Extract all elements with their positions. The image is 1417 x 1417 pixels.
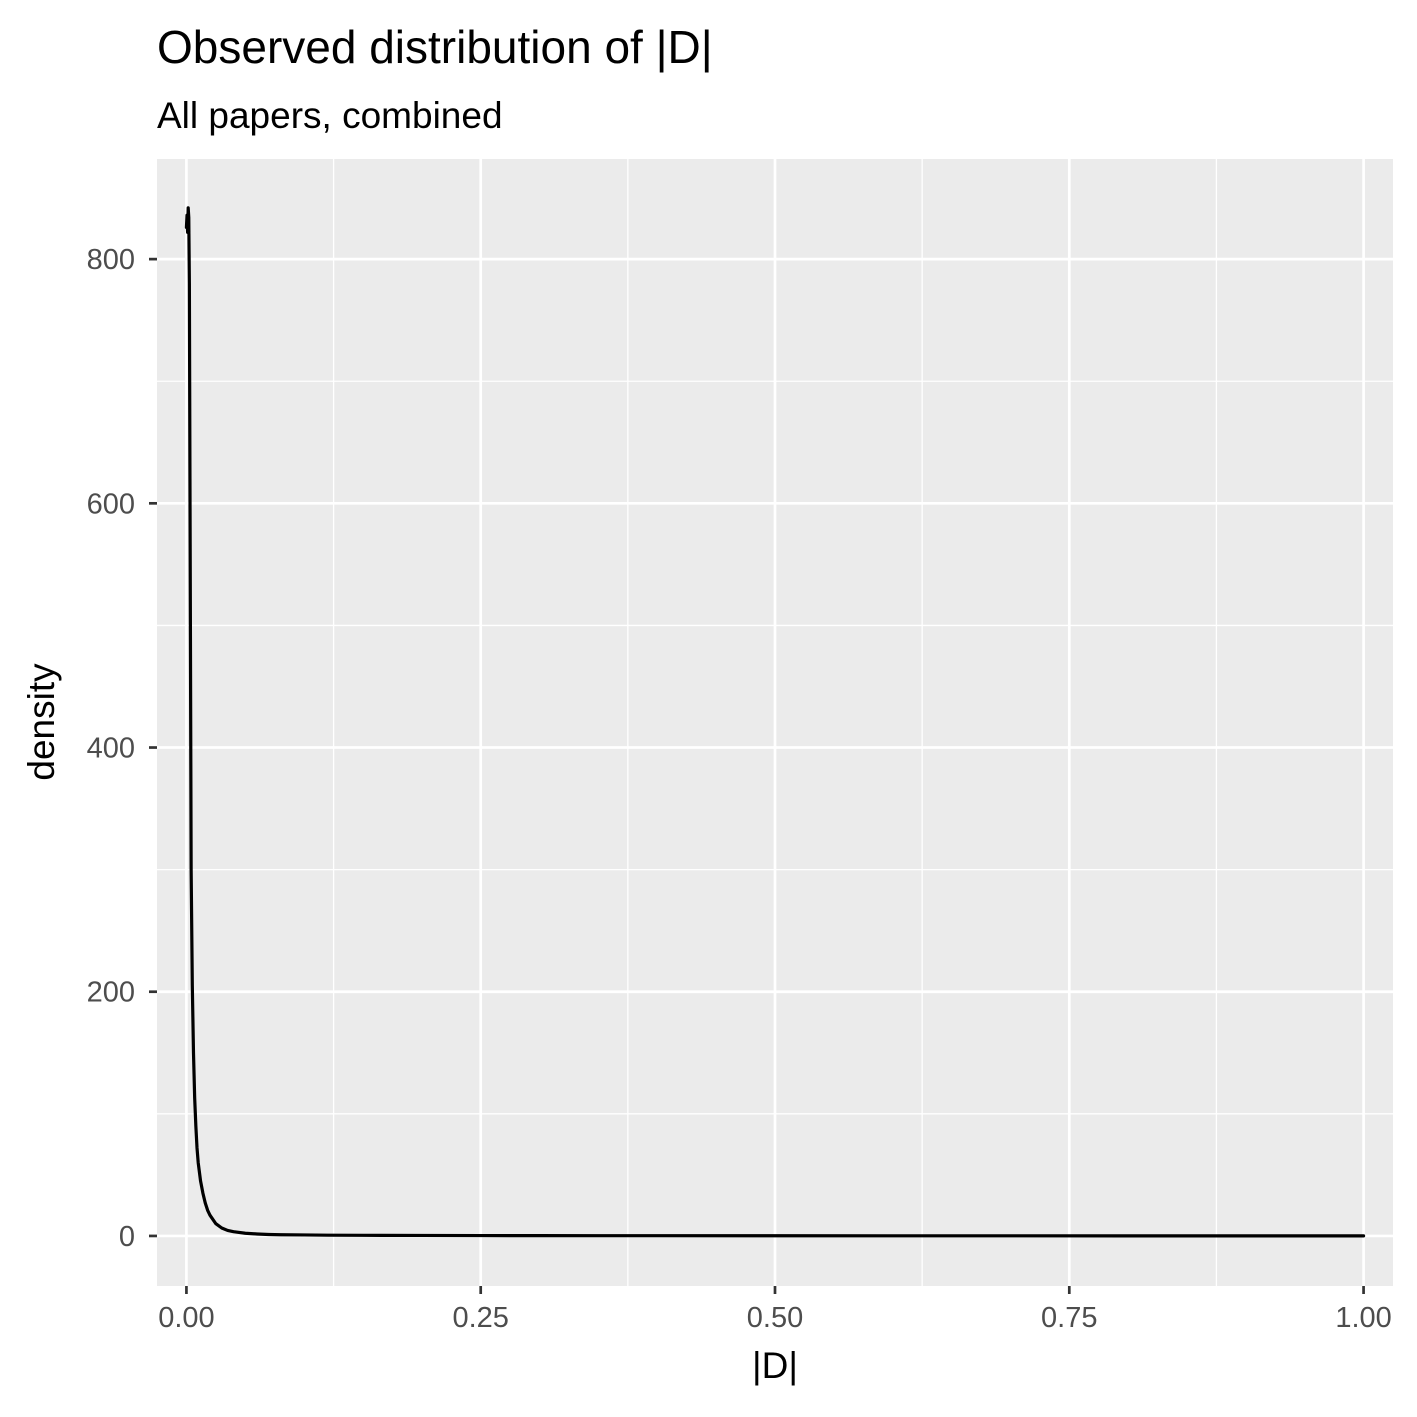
x-tick-label: 1.00 [1335,1302,1391,1334]
y-tick-label: 200 [87,977,135,1009]
chart-subtitle: All papers, combined [157,95,503,136]
x-axis: 0.00 0.25 0.50 0.75 1.00 [158,1286,1392,1334]
y-axis: 0 200 400 600 800 [87,244,157,1253]
x-tick-label: 0.25 [452,1302,508,1334]
density-line-0 [184,206,1366,1238]
y-tick-label: 0 [119,1221,135,1253]
series-lines [184,206,1366,1238]
y-axis-title: density [21,663,62,781]
x-tick-label: 0.50 [747,1302,803,1334]
x-tick-label: 0.75 [1041,1302,1097,1334]
chart-title: Observed distribution of |D| [157,21,713,73]
y-tick-label: 600 [87,488,135,520]
y-tick-label: 800 [87,244,135,276]
x-axis-title: |D| [752,1345,798,1386]
y-tick-label: 400 [87,733,135,765]
x-tick-label: 0.00 [158,1302,214,1334]
